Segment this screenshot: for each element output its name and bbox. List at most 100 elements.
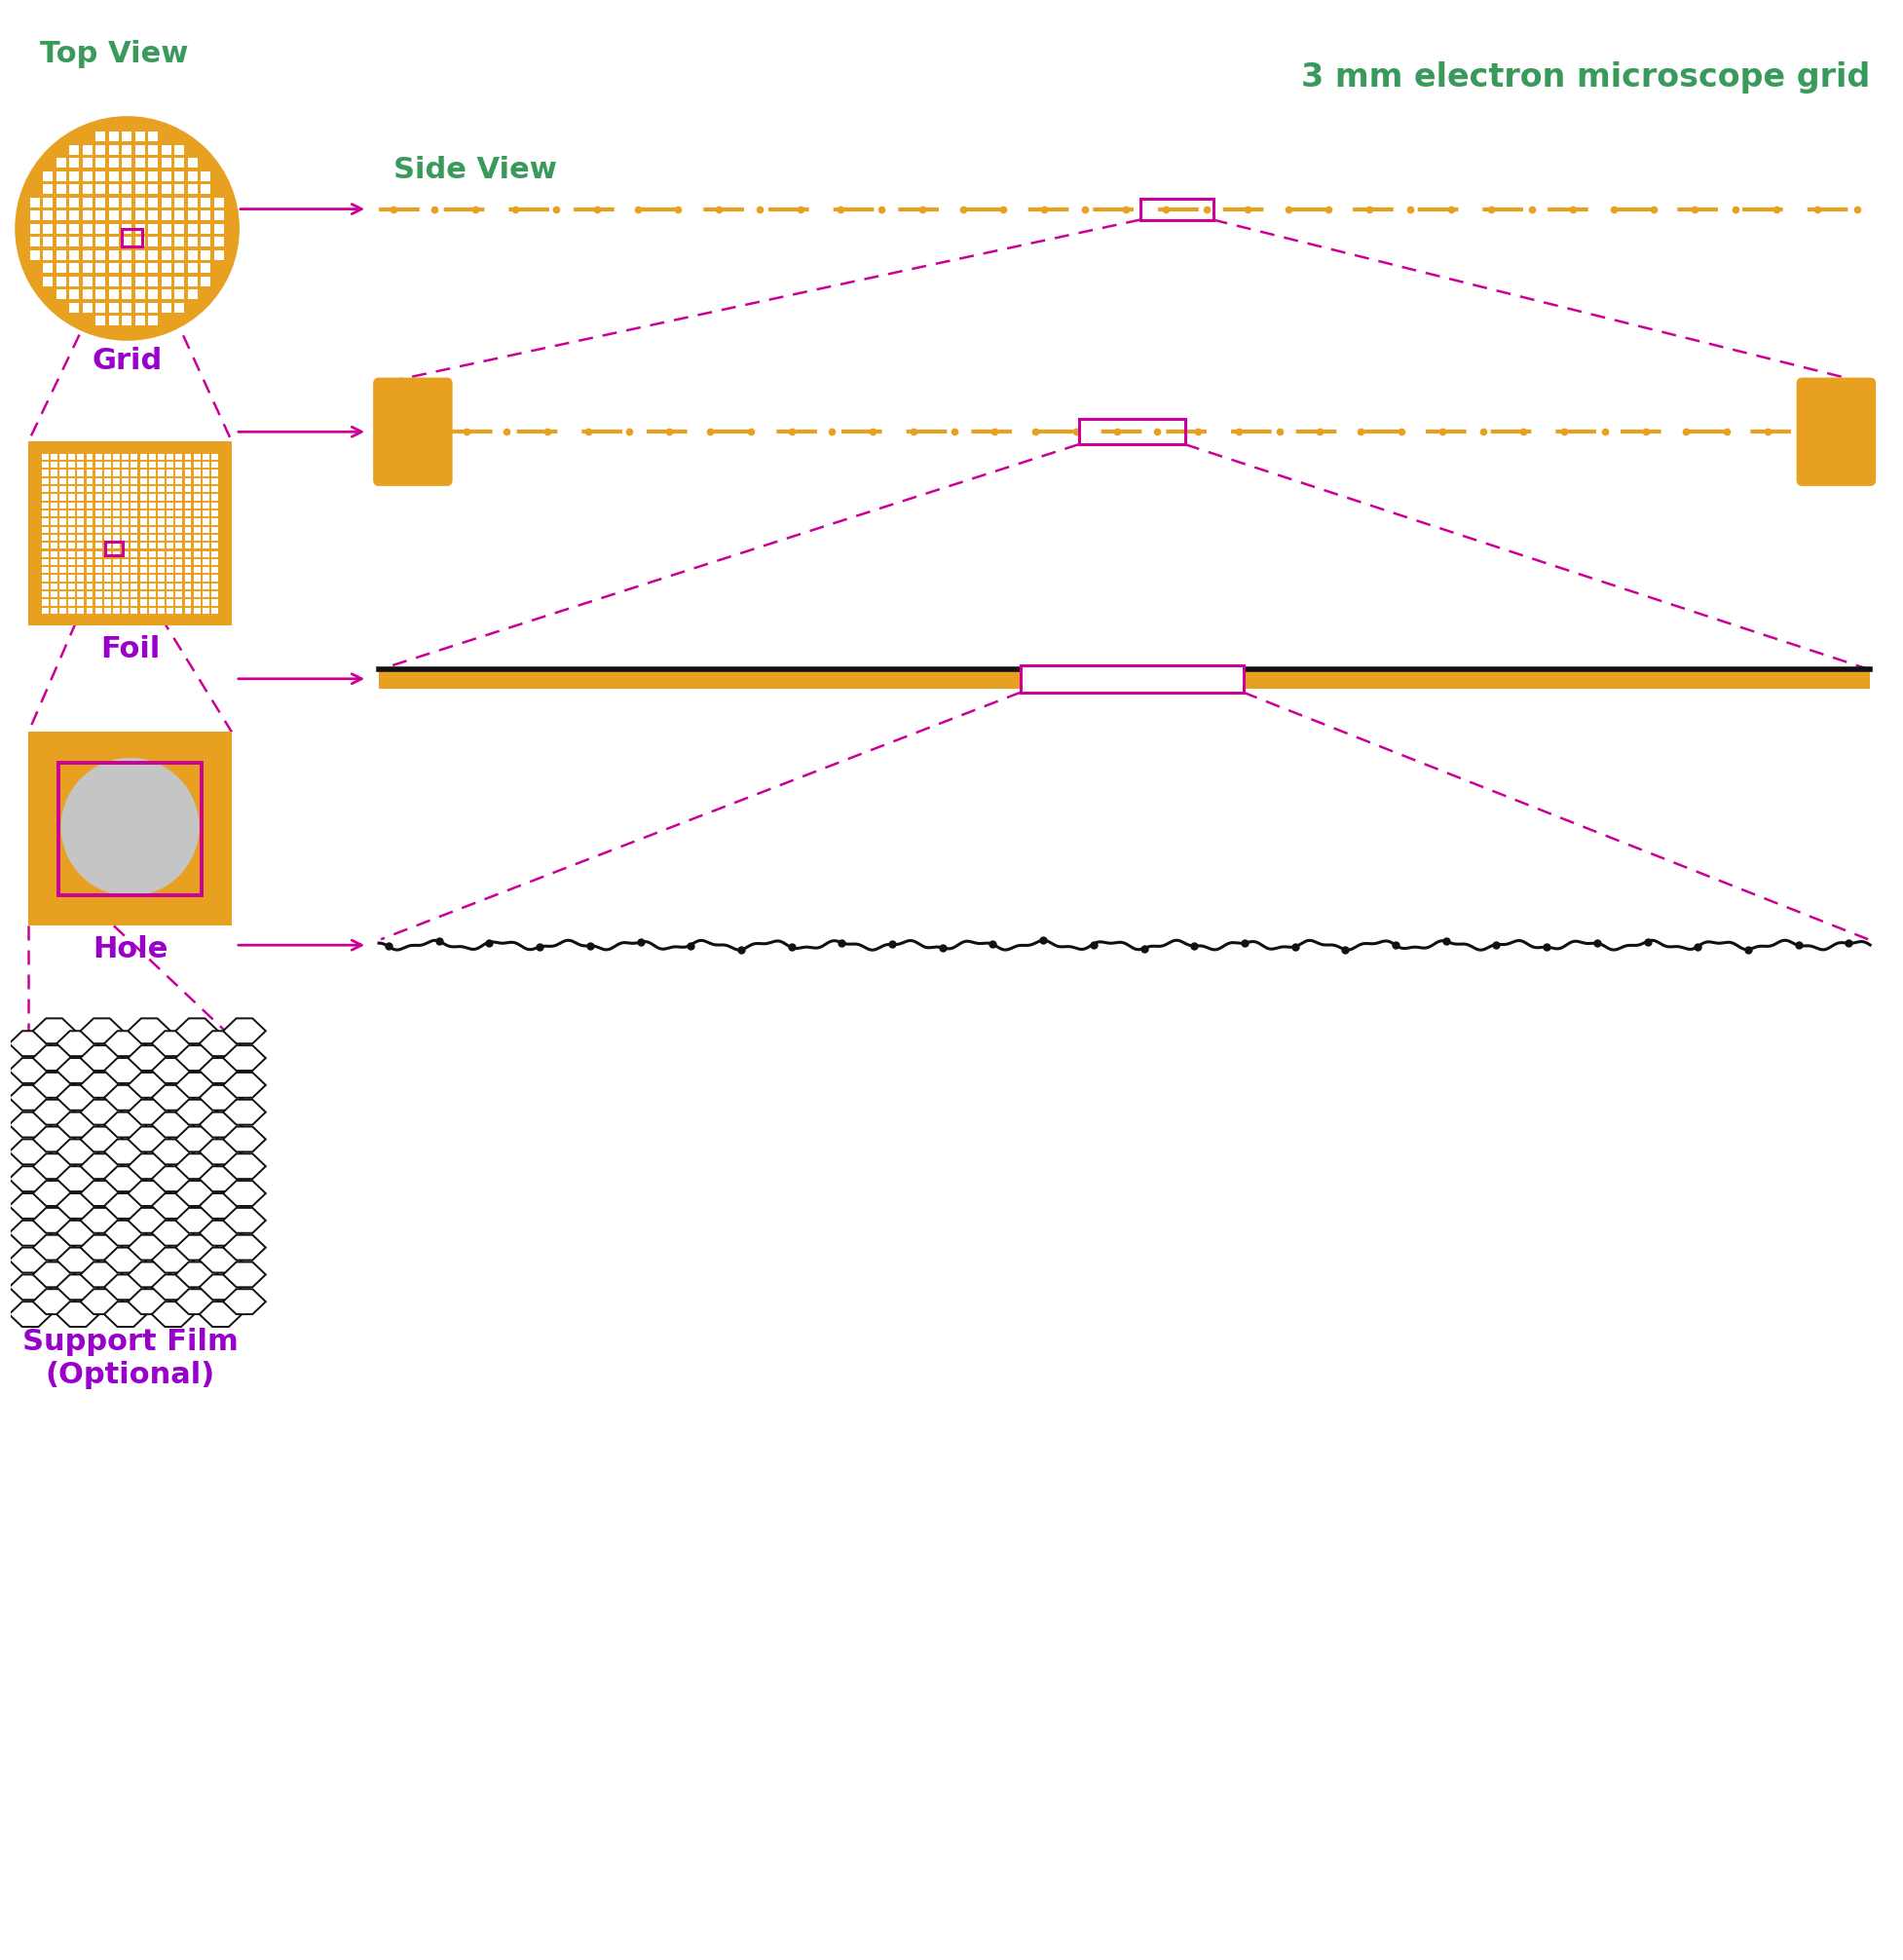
Bar [122,171,131,180]
Bar [185,486,192,492]
Bar [122,290,131,300]
Polygon shape [223,1154,266,1178]
Bar [175,502,183,508]
Polygon shape [175,1045,219,1070]
Bar [105,455,110,461]
Bar [57,290,67,300]
Bar [122,263,131,272]
Bar [78,566,84,572]
Polygon shape [152,1166,194,1192]
Bar [78,502,84,508]
Bar [185,608,192,613]
Bar [148,559,156,564]
Bar [51,455,57,461]
Bar [78,527,84,533]
Bar [167,600,173,606]
Bar [131,527,137,533]
Bar [105,541,122,555]
Bar [122,276,131,286]
Bar [202,494,209,500]
Bar [211,502,219,508]
Bar [200,223,211,233]
Bar [202,502,209,508]
Bar [82,290,93,300]
Bar [42,535,48,541]
Bar [95,559,103,564]
Bar [202,600,209,606]
Bar [95,535,103,541]
Bar [122,470,129,476]
Bar [175,519,183,525]
Polygon shape [57,1247,99,1272]
Bar [82,171,93,180]
Bar [158,470,164,476]
Bar [202,527,209,533]
Bar [78,600,84,606]
Bar [108,290,118,300]
Bar [167,584,173,590]
Polygon shape [200,1274,242,1299]
Polygon shape [200,1139,242,1164]
Bar [78,559,84,564]
Bar [158,608,164,613]
Polygon shape [80,1207,124,1233]
Bar [202,463,209,468]
Bar [82,159,93,169]
Polygon shape [32,1180,76,1205]
Bar [95,198,105,208]
Bar [44,237,53,247]
Polygon shape [105,1247,147,1272]
Bar [175,263,185,272]
Bar [175,251,185,261]
Bar [141,463,147,468]
Bar [112,494,120,500]
Bar [158,486,164,492]
Bar [69,463,74,468]
Bar [202,519,209,525]
Bar [135,302,145,312]
Polygon shape [128,1262,171,1288]
Text: Foil: Foil [101,635,160,662]
Polygon shape [200,1111,242,1137]
Bar [162,223,171,233]
Bar [59,527,67,533]
Polygon shape [223,1262,266,1288]
Bar [148,210,158,221]
Bar [202,566,209,572]
Bar [148,494,156,500]
Bar [200,251,211,261]
Bar [162,145,171,155]
Bar [112,600,120,606]
Bar [185,502,192,508]
Polygon shape [32,1045,76,1070]
Bar [175,223,185,233]
Bar [200,171,211,180]
Bar [141,551,147,557]
Bar [95,584,103,590]
Bar [122,229,143,247]
Bar [185,543,192,549]
Bar [57,159,67,169]
Bar [42,510,48,517]
Bar [51,535,57,541]
Bar [69,198,80,208]
Bar [122,608,129,613]
Bar [51,608,57,613]
Bar [131,543,137,549]
Polygon shape [57,1221,99,1247]
Bar [148,131,158,141]
Text: Grid: Grid [91,347,162,374]
Bar [135,263,145,272]
Bar [105,470,110,476]
Bar [44,223,53,233]
Bar [69,237,80,247]
Bar [148,276,158,286]
Bar [51,527,57,533]
Polygon shape [105,1194,147,1219]
Bar [108,184,118,194]
Bar [122,551,129,557]
Polygon shape [80,1180,124,1205]
Bar [162,263,171,272]
Bar [112,592,120,598]
Bar [175,592,183,598]
